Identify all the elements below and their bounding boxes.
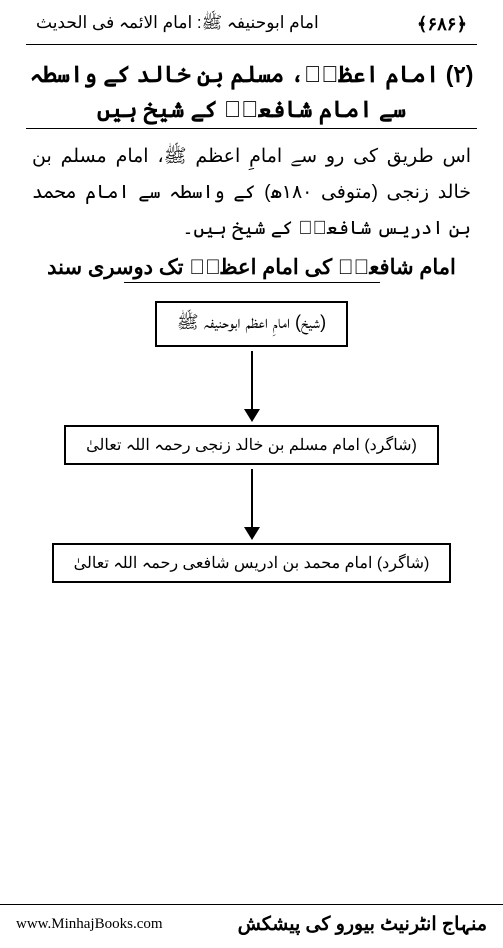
header-divider	[26, 44, 477, 45]
page-footer: منہاج انٹرنیٹ بیورو کی پیشکش www.MinhajB…	[0, 904, 503, 948]
sub-underline	[124, 282, 380, 283]
page-number: ﴿۶۸۶﴾	[417, 14, 467, 35]
isnad-diagram: (شیخ) امامِ اعظم ابوحنیفہ ﷺ (شاگرد) امام…	[0, 301, 503, 583]
page-header: ﴿۶۸۶﴾ امام ابوحنیفہ ﷺ: امام الائمہ فی ال…	[0, 0, 503, 43]
diagram-node-student-1: (شاگرد) امام مسلم بن خالد زنجی رحمہ اللہ…	[64, 425, 439, 465]
footer-publisher: منہاج انٹرنیٹ بیورو کی پیشکش	[238, 913, 487, 936]
diagram-node-student-2: (شاگرد) امام محمد بن ادریس شافعی رحمہ ال…	[52, 543, 452, 583]
sub-heading: امام شافعیؒ کی امام اعظمؒ تک دوسری سند	[0, 255, 503, 280]
header-title: امام ابوحنیفہ ﷺ: امام الائمہ فی الحدیث	[36, 12, 319, 37]
body-text: اس طریق کی رو سے امامِ اعظم ﷺ، امام مسلم…	[0, 139, 503, 247]
arrow-down-icon	[244, 465, 260, 543]
diagram-node-shaykh: (شیخ) امامِ اعظم ابوحنیفہ ﷺ	[155, 301, 348, 347]
arrow-down-icon	[244, 347, 260, 425]
section-heading: (۲) امام اعظمؒ، مسلم بن خالد کے واسطہ سے…	[0, 55, 503, 128]
section-underline	[26, 128, 477, 129]
footer-url: www.MinhajBooks.com	[16, 916, 163, 933]
